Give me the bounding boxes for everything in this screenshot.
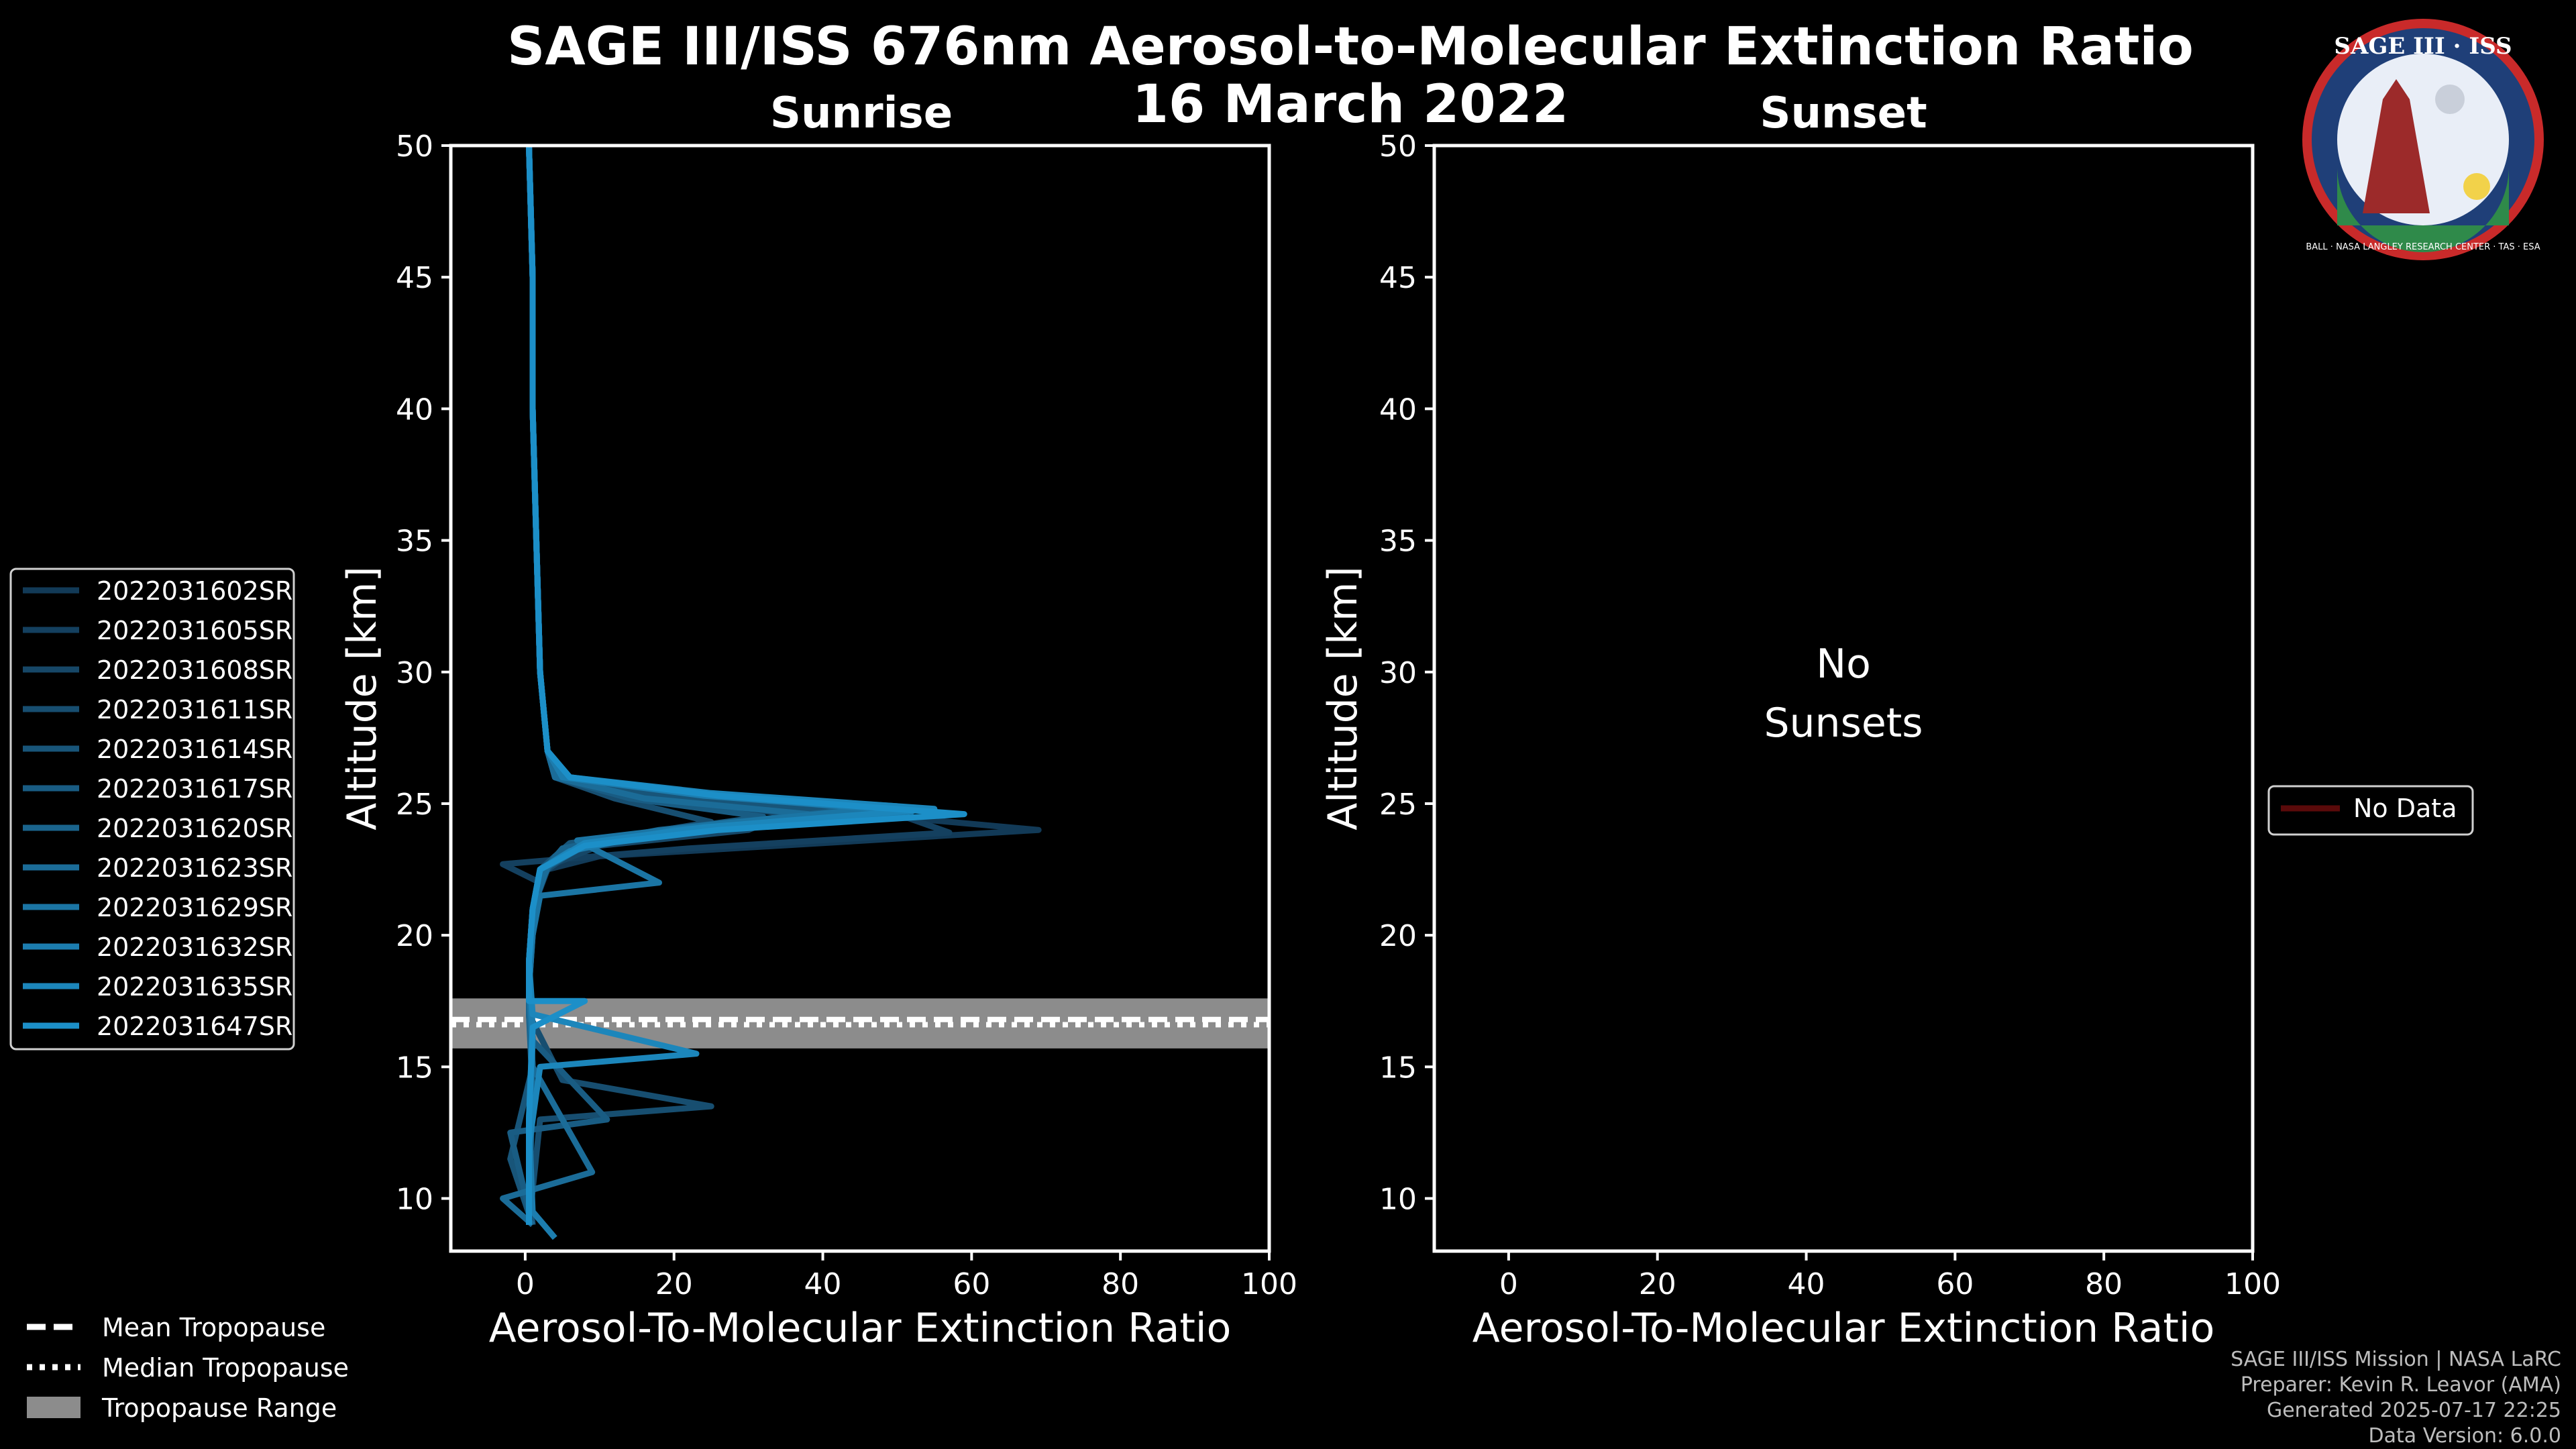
median-tropopause-label: Median Tropopause (102, 1353, 349, 1383)
y-tick-label: 50 (1379, 129, 1417, 164)
x-tick-label: 100 (1241, 1267, 1297, 1301)
tropopause-range-label: Tropopause Range (101, 1393, 337, 1423)
sunset-panel-title: Sunset (1760, 89, 1927, 138)
y-tick-label: 10 (1379, 1183, 1417, 1217)
x-tick-label: 20 (1639, 1267, 1676, 1301)
sunset-panel: 0 20 40 60 80 100 10 15 20 25 30 35 40 45 50 Aerosol-… (1320, 129, 2474, 1352)
date-title: 16 March 2022 (1132, 74, 1568, 135)
legend-label-2022031611SR: 2022031611SR (97, 695, 292, 724)
x-tick-label: 100 (2224, 1267, 2281, 1301)
credits: SAGE III/ISS Mission | NASA LaRC Prepare… (2231, 1348, 2561, 1448)
credit-generated: Generated 2025-07-17 22:25 (2267, 1399, 2561, 1422)
series-line-2022031635SR (526, 145, 938, 1225)
y-tick-label: 20 (1379, 919, 1417, 953)
mean-tropopause-label: Mean Tropopause (102, 1313, 325, 1342)
y-tick-label: 30 (1379, 656, 1417, 690)
legend-label-2022031620SR: 2022031620SR (97, 814, 292, 843)
sunrise-series-group (500, 145, 1042, 1240)
y-tick-label: 45 (396, 261, 433, 295)
sun-icon (2463, 173, 2490, 200)
y-tick-label: 35 (396, 525, 433, 559)
x-tick-label: 60 (953, 1267, 990, 1301)
y-tick-label: 40 (396, 392, 433, 427)
series-line-2022031647SR (526, 145, 967, 1225)
x-tick-label: 40 (1788, 1267, 1825, 1301)
sunset-xlabel: Aerosol-To-Molecular Extinction Ratio (1472, 1305, 2215, 1352)
no-data-label: No Data (2353, 794, 2457, 823)
y-tick-label: 15 (1379, 1051, 1417, 1085)
sunrise-ylabel: Altitude [km] (339, 566, 386, 830)
legend-label-2022031623SR: 2022031623SR (97, 853, 292, 883)
sunrise-plot-frame (449, 144, 1271, 1253)
y-tick-label: 25 (396, 788, 433, 822)
sunset-plot-frame (1432, 144, 2255, 1253)
credit-preparer: Preparer: Kevin R. Leavor (AMA) (2241, 1373, 2561, 1397)
logo-ring-text: BALL · NASA LANGLEY RESEARCH CENTER · TA… (2306, 242, 2540, 252)
tropopause-legend: Mean Tropopause Median Tropopause Tropop… (27, 1313, 349, 1423)
sunset-legend: No Data (2267, 785, 2474, 836)
sunset-ylabel: Altitude [km] (1320, 566, 1366, 830)
y-tick-label: 20 (396, 919, 433, 953)
legend-label-2022031614SR: 2022031614SR (97, 735, 292, 764)
wizard-figure-icon (2363, 79, 2430, 213)
x-tick-label: 0 (1499, 1267, 1518, 1301)
earth-icon (2337, 166, 2509, 252)
no-sunsets-line2: Sunsets (1764, 700, 1923, 747)
x-tick-label: 40 (804, 1267, 842, 1301)
legend-label-2022031605SR: 2022031605SR (97, 616, 292, 645)
y-tick-label: 15 (396, 1051, 433, 1085)
legend-label-2022031617SR: 2022031617SR (97, 774, 292, 804)
legend-label-2022031608SR: 2022031608SR (97, 655, 292, 685)
sunrise-panel: 0 20 40 60 80 100 10 15 20 25 30 35 40 45 50 Aerosol-… (339, 129, 1297, 1352)
y-tick-label: 30 (396, 656, 433, 690)
y-tick-label: 50 (396, 129, 433, 164)
y-tick-label: 45 (1379, 261, 1417, 295)
credit-version: Data Version: 6.0.0 (2369, 1424, 2561, 1448)
x-tick-label: 60 (1936, 1267, 1974, 1301)
sage-iii-iss-logo: SAGE III · ISS BALL · NASA LANGLEY RESEA… (2302, 19, 2544, 260)
logo-top-text: SAGE III · ISS (2334, 33, 2512, 60)
y-tick-label: 25 (1379, 788, 1417, 822)
credit-mission: SAGE III/ISS Mission | NASA LaRC (2231, 1348, 2561, 1371)
legend-label-2022031647SR: 2022031647SR (97, 1012, 292, 1041)
y-tick-label: 40 (1379, 392, 1417, 427)
x-tick-label: 20 (655, 1267, 693, 1301)
legend-label-2022031632SR: 2022031632SR (97, 932, 292, 962)
x-tick-label: 80 (2085, 1267, 2123, 1301)
series-line-2022031623SR (500, 145, 811, 1228)
y-tick-label: 10 (396, 1183, 433, 1217)
y-tick-label: 35 (1379, 525, 1417, 559)
legend-label-2022031629SR: 2022031629SR (97, 893, 292, 922)
no-sunsets-line1: No (1816, 641, 1871, 688)
x-tick-label: 0 (516, 1267, 535, 1301)
moon-icon (2435, 85, 2465, 114)
sunrise-xlabel: Aerosol-To-Molecular Extinction Ratio (489, 1305, 1232, 1352)
legend-label-2022031635SR: 2022031635SR (97, 972, 292, 1002)
x-tick-label: 80 (1102, 1267, 1139, 1301)
series-line-2022031632SR (526, 145, 916, 1240)
series-line-2022031617SR (507, 145, 767, 1226)
series-legend: 2022031602SR 2022031605SR 2022031608SR 2022… (9, 568, 295, 1051)
sunrise-panel-title: Sunrise (770, 89, 953, 138)
tropopause-range-swatch (27, 1397, 80, 1418)
legend-label-2022031602SR: 2022031602SR (97, 576, 292, 606)
main-title: SAGE III/ISS 676nm Aerosol-to-Molecular … (507, 17, 2194, 77)
